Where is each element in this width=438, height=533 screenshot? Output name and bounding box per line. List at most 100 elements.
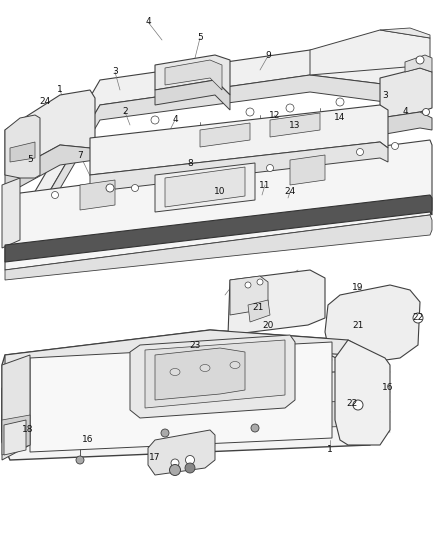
Ellipse shape [392, 142, 399, 149]
Text: 4: 4 [145, 18, 151, 27]
Text: 3: 3 [382, 91, 388, 100]
Text: 13: 13 [289, 120, 301, 130]
Text: 9: 9 [265, 52, 271, 61]
Ellipse shape [52, 191, 59, 198]
Text: 11: 11 [259, 181, 271, 190]
Polygon shape [5, 195, 432, 262]
Text: 2: 2 [122, 108, 128, 117]
Text: 24: 24 [39, 98, 51, 107]
Polygon shape [145, 340, 285, 408]
Text: 24: 24 [284, 188, 296, 197]
Polygon shape [155, 163, 255, 212]
Polygon shape [90, 105, 388, 175]
Text: 1: 1 [57, 85, 63, 94]
Polygon shape [5, 115, 40, 178]
Text: 5: 5 [27, 156, 33, 165]
Text: 21: 21 [252, 303, 264, 312]
Ellipse shape [245, 282, 251, 288]
Ellipse shape [76, 456, 84, 464]
Polygon shape [228, 270, 325, 335]
Polygon shape [200, 123, 250, 147]
Text: 10: 10 [214, 188, 226, 197]
Ellipse shape [170, 464, 180, 475]
Text: 20: 20 [262, 320, 274, 329]
Polygon shape [335, 340, 390, 445]
Polygon shape [2, 370, 380, 432]
Ellipse shape [161, 429, 169, 437]
Polygon shape [2, 330, 385, 460]
Text: 23: 23 [189, 341, 201, 350]
Ellipse shape [286, 104, 294, 112]
Polygon shape [165, 167, 245, 207]
Ellipse shape [416, 56, 424, 64]
Polygon shape [2, 355, 30, 460]
Ellipse shape [423, 109, 430, 116]
Polygon shape [2, 415, 30, 455]
Polygon shape [230, 276, 268, 315]
Ellipse shape [200, 365, 210, 372]
Polygon shape [270, 113, 320, 137]
Polygon shape [5, 140, 432, 270]
Text: 1: 1 [327, 446, 333, 455]
Polygon shape [325, 285, 420, 365]
Ellipse shape [353, 400, 363, 410]
Ellipse shape [230, 361, 240, 368]
Text: 7: 7 [77, 150, 83, 159]
Text: 14: 14 [334, 114, 346, 123]
Text: 18: 18 [22, 425, 34, 434]
Text: 5: 5 [197, 34, 203, 43]
Text: 19: 19 [352, 284, 364, 293]
Text: 4: 4 [402, 108, 408, 117]
Ellipse shape [151, 116, 159, 124]
Polygon shape [4, 420, 26, 455]
Ellipse shape [186, 456, 194, 464]
Polygon shape [30, 75, 430, 240]
Polygon shape [248, 300, 270, 322]
Ellipse shape [413, 313, 423, 323]
Ellipse shape [106, 184, 114, 192]
Ellipse shape [357, 149, 364, 156]
Text: 16: 16 [382, 384, 394, 392]
Polygon shape [90, 142, 388, 192]
Text: 8: 8 [187, 158, 193, 167]
Ellipse shape [131, 184, 138, 191]
Polygon shape [148, 430, 215, 475]
Ellipse shape [246, 108, 254, 116]
Polygon shape [405, 55, 432, 72]
Polygon shape [290, 155, 325, 185]
Polygon shape [5, 330, 380, 372]
Ellipse shape [336, 98, 344, 106]
Ellipse shape [185, 463, 195, 473]
Text: 3: 3 [112, 68, 118, 77]
Ellipse shape [170, 368, 180, 376]
Text: 4: 4 [172, 116, 178, 125]
Polygon shape [380, 112, 432, 135]
Polygon shape [380, 68, 432, 118]
Polygon shape [130, 335, 295, 418]
Polygon shape [30, 50, 430, 225]
Polygon shape [5, 90, 95, 175]
Polygon shape [155, 55, 230, 95]
Polygon shape [2, 400, 378, 440]
Polygon shape [165, 60, 222, 90]
Text: 12: 12 [269, 110, 281, 119]
Polygon shape [80, 180, 115, 210]
Polygon shape [380, 28, 430, 38]
Ellipse shape [251, 424, 259, 432]
Polygon shape [2, 178, 20, 248]
Ellipse shape [266, 165, 273, 172]
Polygon shape [30, 342, 332, 452]
Polygon shape [5, 145, 95, 195]
Polygon shape [155, 80, 230, 110]
Polygon shape [5, 215, 432, 280]
Polygon shape [155, 348, 245, 400]
Ellipse shape [171, 459, 179, 467]
Text: 21: 21 [352, 320, 364, 329]
Polygon shape [10, 142, 35, 162]
Ellipse shape [257, 279, 263, 285]
Text: 16: 16 [82, 435, 94, 445]
Text: 17: 17 [149, 454, 161, 463]
Text: 22: 22 [412, 313, 424, 322]
Text: 22: 22 [346, 399, 357, 408]
Polygon shape [310, 30, 430, 75]
